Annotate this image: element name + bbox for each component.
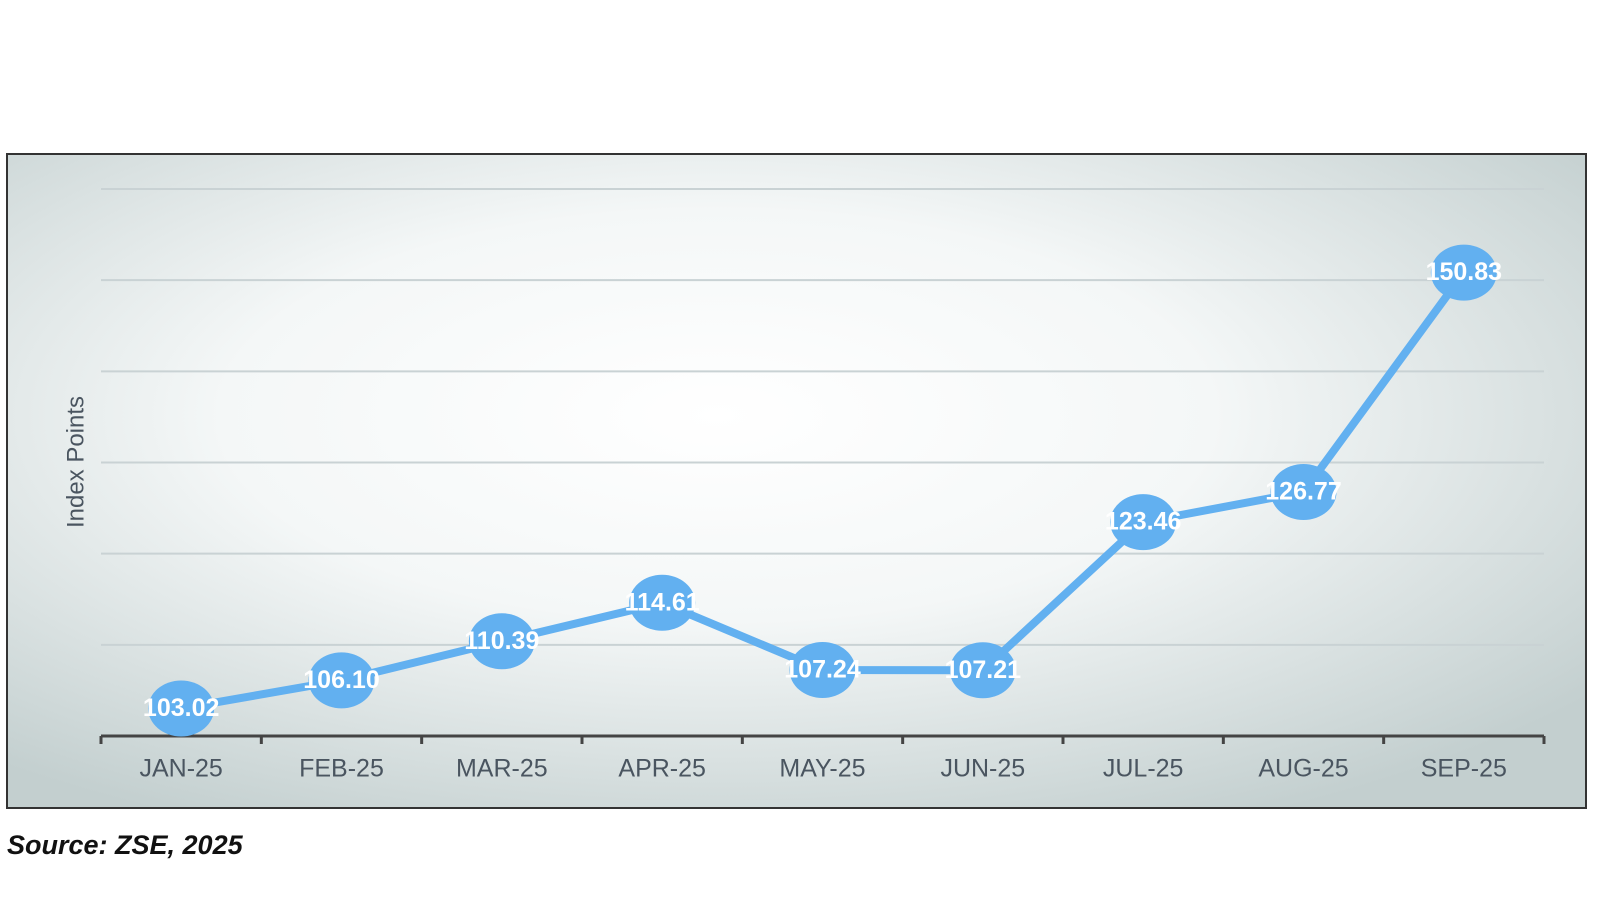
x-tick-label: JUL-25 (1103, 755, 1184, 783)
data-point (789, 641, 856, 698)
data-label: 110.39 (464, 627, 539, 655)
data-point (949, 642, 1016, 699)
data-point (1110, 494, 1177, 551)
data-point (148, 680, 215, 737)
data-point (468, 613, 535, 670)
data-label: 126.77 (1265, 478, 1341, 506)
data-label: 123.46 (1105, 508, 1181, 536)
data-point (629, 574, 696, 631)
data-label: 107.24 (784, 656, 861, 684)
data-label: 114.61 (625, 588, 700, 616)
data-point (1270, 463, 1337, 520)
plot-frame (6, 153, 1587, 809)
x-tick-label: MAY-25 (779, 755, 865, 783)
data-label: 106.10 (303, 666, 379, 694)
source-note: Source: ZSE, 2025 (7, 830, 244, 860)
x-tick-label: APR-25 (618, 755, 706, 783)
x-tick-label: FEB-25 (299, 755, 384, 783)
x-tick-label: JAN-25 (139, 755, 222, 783)
data-point (308, 652, 375, 709)
x-tick-label: SEP-25 (1421, 755, 1507, 783)
data-label: 107.21 (945, 656, 1022, 684)
x-tick-label: MAR-25 (456, 755, 548, 783)
data-point (1430, 244, 1497, 301)
x-tick-label: AUG-25 (1258, 755, 1348, 783)
data-label: 103.02 (143, 694, 219, 722)
data-label: 150.83 (1426, 258, 1502, 286)
x-tick-label: JUN-25 (940, 755, 1025, 783)
y-axis-label: Index Points (62, 396, 89, 528)
